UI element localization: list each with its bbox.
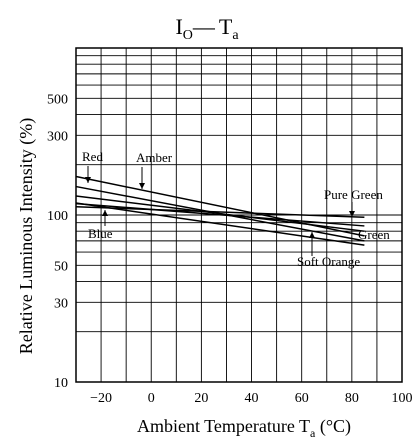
x-axis-label-unit: (°C): [315, 416, 351, 437]
axis-ticks: −20 0 20 40 60 80 100 10 30 50 100 300 500: [47, 92, 413, 406]
annotation-soft-orange: Soft Orange: [297, 254, 360, 269]
chart-series: [76, 177, 364, 246]
annotation-green: Green: [358, 227, 390, 242]
y-axis-label: Relative Luminous Intensity (%): [16, 118, 37, 354]
y-tick-label: 300: [47, 129, 68, 144]
series-line-blue: [76, 196, 364, 231]
x-axis-label: Ambient Temperature Ta (°C): [137, 416, 351, 440]
x-axis-label-text: Ambient Temperature T: [137, 416, 310, 436]
annotation-pure-green: Pure Green: [324, 187, 383, 202]
series-line-soft-orange: [76, 203, 364, 245]
x-tick-label: 0: [148, 391, 155, 406]
annotation-red: Red: [82, 149, 103, 164]
title-main-sub: O: [183, 28, 193, 43]
x-tick-label: 20: [194, 391, 208, 406]
x-tick-label: −20: [90, 391, 112, 406]
annotation-arrowhead: [309, 232, 315, 238]
annotation-amber: Amber: [136, 150, 173, 165]
x-tick-label: 80: [345, 391, 359, 406]
title-var: T: [219, 14, 233, 39]
chart-grid: [76, 48, 402, 382]
y-tick-label: 500: [47, 92, 68, 107]
x-tick-label: 40: [245, 391, 259, 406]
annotation-arrowhead: [102, 210, 108, 216]
annotation-blue: Blue: [88, 226, 113, 241]
y-tick-label: 100: [47, 209, 68, 224]
annotation-arrowhead: [139, 183, 145, 189]
chart-title: IO— Ta: [175, 14, 239, 43]
series-line-red: [76, 177, 364, 236]
series-line-pure-green: [76, 207, 364, 217]
x-tick-label: 60: [295, 391, 309, 406]
y-tick-label: 30: [54, 296, 68, 311]
title-var-sub: a: [232, 28, 239, 43]
x-tick-label: 100: [392, 391, 413, 406]
y-tick-label: 10: [54, 376, 68, 391]
title-dash: —: [192, 14, 216, 39]
y-tick-label: 50: [54, 259, 68, 274]
title-main: I: [175, 14, 182, 39]
